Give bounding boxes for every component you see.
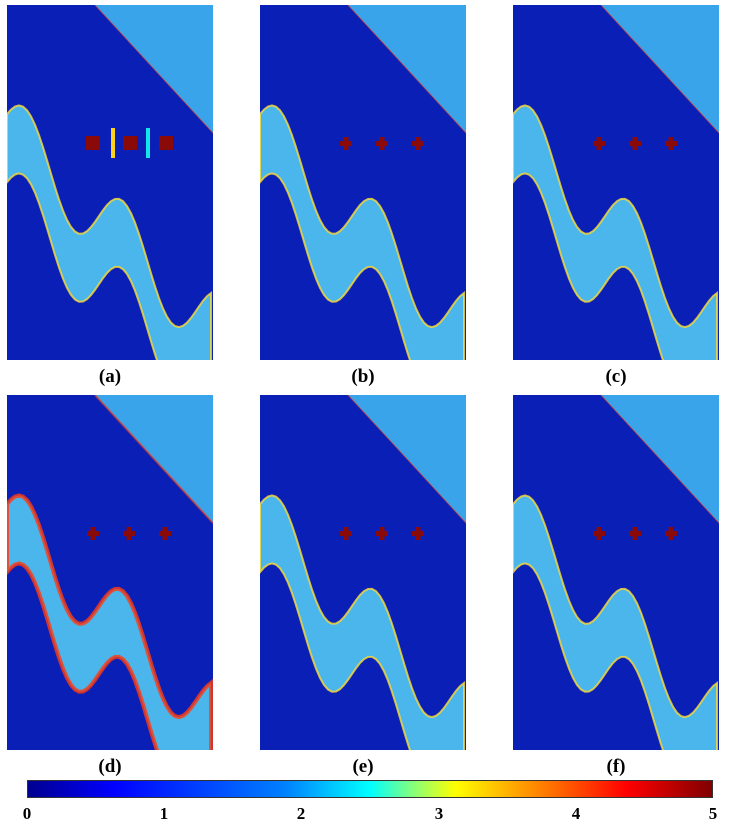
marker-cross-v-2	[126, 527, 132, 540]
marker-cross-v-3	[415, 137, 421, 150]
colorbar-tick-1: 1	[159, 804, 169, 823]
panel-f	[513, 395, 719, 750]
panel-d	[7, 395, 213, 750]
marker-square-1	[86, 136, 100, 150]
wave-band	[7, 495, 211, 750]
colorbar-tick-2: 2	[296, 804, 306, 823]
colorbar-tick-5: 5	[708, 804, 718, 823]
marker-cross-v-2	[379, 137, 385, 150]
caption-a: (a)	[98, 366, 122, 387]
wave-band-edge	[513, 494, 718, 750]
marker-square-3	[159, 136, 173, 150]
marker-cross-v-1	[596, 527, 602, 540]
caption-b: (b)	[351, 366, 375, 387]
marker-cross-v-3	[415, 527, 421, 540]
marker-square-2	[123, 136, 137, 150]
triangle-edge	[600, 5, 719, 134]
panel-c	[513, 5, 719, 360]
wave-band-edge	[7, 493, 213, 750]
colorbar-tick-3: 3	[434, 804, 444, 823]
caption-c: (c)	[605, 366, 627, 387]
panel-a	[7, 5, 213, 360]
marker-cross-v-2	[379, 527, 385, 540]
marker-cross-v-3	[162, 527, 168, 540]
caption-d: (d)	[98, 756, 122, 777]
marker-cross-v-2	[632, 527, 638, 540]
marker-cross-v-1	[343, 527, 349, 540]
wave-band-edge	[260, 494, 465, 750]
marker-cross-v-3	[668, 527, 674, 540]
marker-cross-v-1	[90, 527, 96, 540]
marker-cross-v-2	[632, 137, 638, 150]
panel-e	[260, 395, 466, 750]
triangle-edge	[94, 395, 213, 524]
wave-band	[513, 105, 717, 360]
wave-band	[260, 105, 464, 360]
wave-band-edge	[7, 104, 212, 360]
triangle-edge	[94, 5, 213, 134]
caption-e: (e)	[352, 756, 374, 777]
marker-bar-yellow	[111, 128, 115, 158]
triangle-edge	[347, 5, 466, 134]
marker-cross-v-3	[668, 137, 674, 150]
colorbar-tick-4: 4	[571, 804, 581, 823]
wave-band-edge	[513, 104, 718, 360]
panel-b	[260, 5, 466, 360]
triangle-edge	[600, 395, 719, 524]
wave-band	[7, 105, 211, 360]
caption-f: (f)	[606, 756, 626, 777]
wave-band	[513, 495, 717, 750]
triangle-edge	[347, 395, 466, 524]
colorbar-tick-0: 0	[22, 804, 32, 823]
colorbar	[27, 780, 713, 798]
marker-cross-v-1	[343, 137, 349, 150]
wave-band	[260, 495, 464, 750]
marker-cross-v-1	[596, 137, 602, 150]
wave-band-edge	[260, 104, 465, 360]
marker-bar-cyan	[146, 128, 150, 158]
